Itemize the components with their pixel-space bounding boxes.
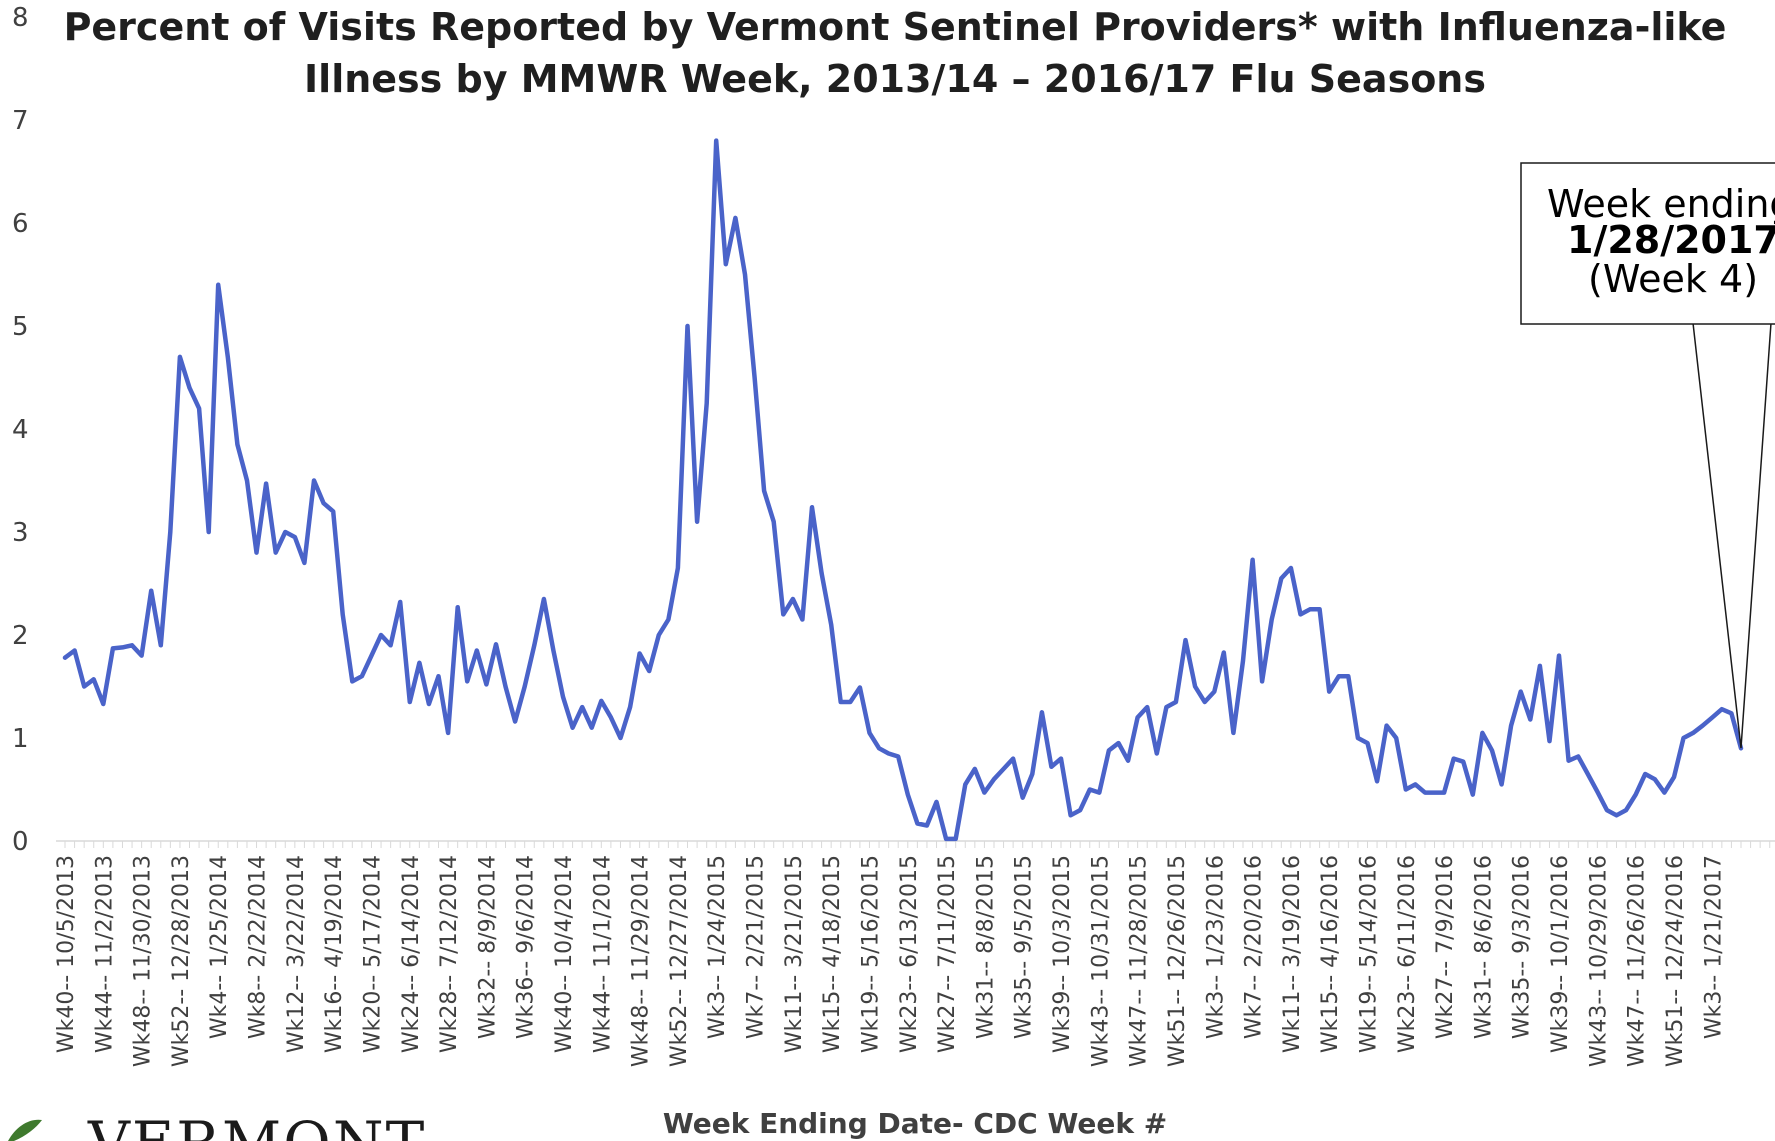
x-tick-label: Wk7-- 2/21/2015 [744,855,769,1039]
x-tick-label: Wk52-- 12/27/2014 [667,855,692,1067]
x-tick-label: Wk7-- 2/20/2016 [1242,855,1267,1039]
x-tick-label: Wk48-- 11/30/2013 [131,855,156,1067]
x-tick-label: Wk11-- 3/21/2015 [782,855,807,1053]
x-tick-label: Wk23-- 6/13/2015 [897,855,922,1053]
x-tick-label: Wk51-- 12/24/2016 [1663,855,1688,1067]
callout-line1: Week ending [1547,182,1775,226]
callout-box [1520,162,1775,325]
x-tick-label: Wk15-- 4/16/2016 [1318,855,1343,1053]
x-tick-label: Wk27-- 7/11/2015 [935,855,960,1053]
callout-line2: 1/28/2017 [1567,218,1775,262]
y-tick-label: 3 [12,518,29,548]
x-tick-label: Wk27-- 7/9/2016 [1433,855,1458,1039]
chart-title-line2: Illness by MMWR Week, 2013/14 – 2016/17 … [304,57,1486,101]
ili-series-line [62,138,1744,842]
logo-text: VERMONT [87,1109,426,1141]
x-tick-label: Wk32-- 8/9/2014 [475,855,500,1039]
x-tick-label: Wk52-- 12/28/2013 [169,855,194,1067]
x-tick-label: Wk3-- 1/23/2016 [1203,855,1228,1039]
x-tick-label: Wk19-- 5/14/2016 [1357,855,1382,1053]
x-tick-label: Wk16-- 4/19/2014 [322,855,347,1053]
x-tick-label: Wk23-- 6/11/2016 [1395,855,1420,1053]
y-tick-label: 1 [12,724,29,754]
callout-line3: (Week 4) [1588,257,1758,301]
x-tick-label: Wk24-- 6/14/2014 [399,855,424,1053]
x-tick-label: Wk3-- 1/21/2017 [1701,855,1726,1039]
x-tick-label: Wk39-- 10/1/2016 [1548,855,1573,1053]
x-tick-label: Wk47-- 11/28/2015 [1127,855,1152,1067]
x-tick-label: Wk40-- 10/4/2014 [552,855,577,1053]
x-tick-label: Wk15-- 4/18/2015 [820,855,845,1053]
callout-pointer [1692,322,1772,749]
x-tick-label: Wk36-- 9/6/2014 [514,855,539,1039]
y-tick-label: 5 [12,312,29,342]
x-tick-label: Wk39-- 10/3/2015 [1050,855,1075,1053]
x-tick-label: Wk28-- 7/12/2014 [437,855,462,1053]
logo-leaf-icon [8,1119,42,1141]
x-tick-label: Wk35-- 9/3/2016 [1510,855,1535,1039]
x-tick-label: Wk11-- 3/19/2016 [1280,855,1305,1053]
x-tick-label: Wk12-- 3/22/2014 [284,855,309,1053]
x-tick-label: Wk31-- 8/8/2015 [973,855,998,1039]
y-tick-label: 4 [12,415,29,445]
x-tick-label: Wk43-- 10/29/2016 [1586,855,1611,1067]
x-tick-label: Wk40-- 10/5/2013 [54,855,79,1053]
y-tick-label: 0 [12,827,29,857]
x-tick-label: Wk44-- 11/2/2013 [92,855,117,1053]
x-tick-label: Wk43-- 10/31/2015 [1088,855,1113,1067]
x-tick-label: Wk47-- 11/26/2016 [1625,855,1650,1067]
x-tick-label: Wk35-- 9/5/2015 [1012,855,1037,1039]
x-tick-label: Wk20-- 5/17/2014 [361,855,386,1053]
x-tick-label: Wk31-- 8/6/2016 [1471,855,1496,1039]
y-axis-ticks: 0 1 2 3 4 5 6 7 8 [12,3,29,857]
y-tick-label: 2 [12,621,29,651]
x-tick-label: Wk4-- 1/25/2014 [207,855,232,1039]
x-tick-label: Wk44-- 11/1/2014 [590,855,615,1053]
x-axis-title: Week Ending Date- CDC Week # [663,1107,1167,1140]
x-tick-label: Wk3-- 1/24/2015 [705,855,730,1039]
y-tick-label: 7 [12,106,29,136]
x-tick-label: Wk19-- 5/16/2015 [859,855,884,1053]
chart-title-line1: Percent of Visits Reported by Vermont Se… [64,5,1727,49]
y-tick-label: 6 [12,209,29,239]
vermont-logo: VERMONT [8,1109,426,1141]
x-tick-label: Wk48-- 11/29/2014 [629,855,654,1067]
x-axis-tick-labels: Wk40-- 10/5/2013 Wk44-- 11/2/2013 Wk48-- 1… [54,855,1726,1067]
y-tick-label: 8 [12,3,29,33]
x-axis [56,840,1775,848]
x-tick-label: Wk51-- 12/26/2015 [1165,855,1190,1067]
callout-annotation: Week ending 1/28/2017 (Week 4) [1520,162,1775,749]
x-tick-label: Wk8-- 2/22/2014 [246,855,271,1039]
